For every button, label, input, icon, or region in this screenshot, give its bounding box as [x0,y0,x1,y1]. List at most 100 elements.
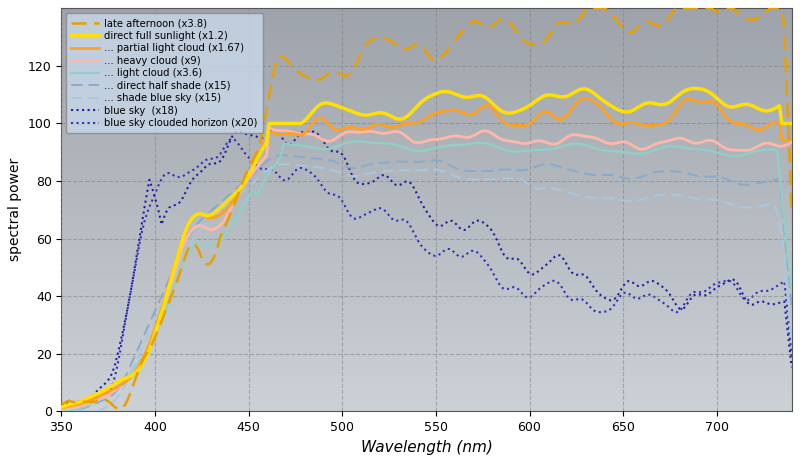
Bar [62,332,792,335]
Bar [62,188,792,192]
Bar [62,39,792,43]
Bar [62,166,792,169]
Bar [62,396,792,399]
Bar [62,238,792,242]
Bar [62,327,792,331]
Bar [62,232,792,236]
Bar [62,47,792,50]
X-axis label: Wavelength (nm): Wavelength (nm) [361,440,493,455]
Bar [62,347,792,351]
Bar [62,372,792,375]
Bar [62,368,792,371]
Bar [62,15,792,19]
Bar [62,357,792,361]
Bar [62,148,792,151]
Bar [62,192,792,196]
Bar [62,223,792,226]
Bar [62,21,792,25]
Bar [62,67,792,71]
Bar [62,323,792,327]
Bar [62,400,792,403]
Bar [62,265,792,268]
Bar [62,229,792,232]
Bar [62,291,792,294]
Bar [62,98,792,101]
Bar [62,71,792,75]
Bar [62,406,792,409]
Bar [62,392,792,395]
Bar [62,35,792,38]
Bar [62,43,792,47]
Bar [62,182,792,186]
Bar [62,138,792,141]
Bar [62,112,792,115]
Bar [62,126,792,129]
Bar [62,285,792,288]
Bar [62,360,792,363]
Bar [62,211,792,214]
Bar [62,293,792,296]
Bar [62,305,792,309]
Bar [62,225,792,228]
Bar [62,213,792,216]
Bar [62,106,792,109]
Bar [62,184,792,188]
Bar [62,19,792,22]
Bar [62,29,792,32]
Bar [62,202,792,206]
Bar [62,101,792,105]
Bar [62,384,792,387]
Bar [62,329,792,333]
Bar [62,9,792,13]
Bar [62,267,792,270]
Bar [62,263,792,266]
Bar [62,164,792,168]
Bar [62,333,792,337]
Bar [62,315,792,319]
Bar [62,257,792,260]
Bar [62,386,792,389]
Bar [62,354,792,357]
Bar [62,65,792,69]
Bar [62,231,792,234]
Bar [62,341,792,345]
Bar [62,351,792,355]
Bar [62,168,792,172]
Bar [62,140,792,144]
Bar [62,350,792,353]
Bar [62,273,792,276]
Bar [62,7,792,10]
Bar [62,198,792,202]
Bar [62,144,792,147]
Bar [62,104,792,107]
Bar [62,339,792,343]
Bar [62,366,792,369]
Bar [62,217,792,220]
Bar [62,249,792,252]
Bar [62,55,792,59]
Bar [62,25,792,29]
Bar [62,243,792,246]
Bar [62,388,792,391]
Bar [62,378,792,381]
Bar [62,235,792,238]
Bar [62,363,792,367]
Bar [62,253,792,256]
Bar [62,120,792,123]
Bar [62,297,792,300]
Bar [62,100,792,103]
Bar [62,95,792,99]
Bar [62,59,792,63]
Legend: late afternoon (x3.8), direct full sunlight (x1.2), ... partial light cloud (x1.: late afternoon (x3.8), direct full sunli… [66,13,263,133]
Bar [62,88,792,91]
Bar [62,390,792,393]
Bar [62,200,792,204]
Bar [62,277,792,281]
Bar [62,251,792,254]
Bar [62,374,792,377]
Bar [62,86,792,89]
Bar [62,190,792,194]
Bar [62,94,792,97]
Bar [62,23,792,26]
Bar [62,311,792,315]
